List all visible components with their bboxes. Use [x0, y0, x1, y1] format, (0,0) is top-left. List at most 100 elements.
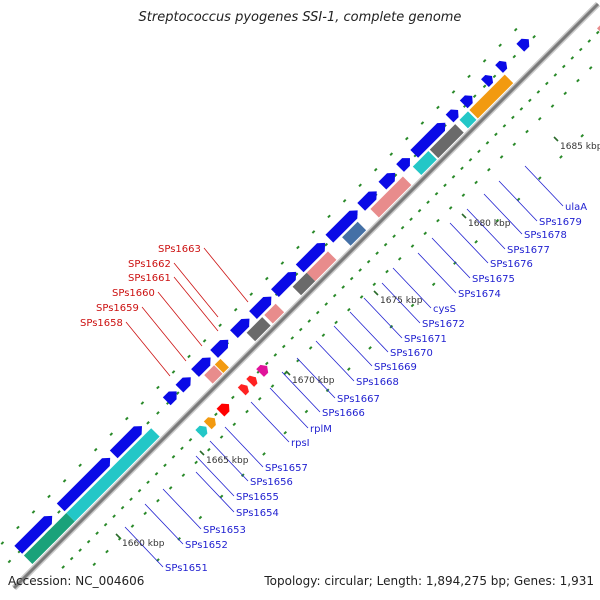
track-dot: [519, 107, 524, 111]
track-dot: [467, 74, 471, 79]
gene-label-sps1674: SPs1674: [458, 289, 501, 300]
cds-reverse: [237, 384, 249, 396]
track-dot: [423, 231, 428, 236]
track-dot: [69, 556, 74, 561]
track-dot: [576, 78, 580, 83]
track-dot: [389, 152, 394, 156]
track-dot: [163, 463, 167, 468]
cds-forward: [516, 38, 530, 52]
track-dot: [578, 47, 583, 52]
cds-forward: [295, 242, 326, 273]
track-dot: [171, 370, 176, 374]
cds-feature: [292, 272, 316, 296]
track-dot: [443, 183, 447, 188]
track-dot: [528, 98, 532, 103]
gene-labels: SPs1651 SPs1652 SPs1653 SPs1654 SPs1655 SPs16…: [80, 202, 587, 574]
cds-feature-shape: [306, 251, 337, 282]
backbone-line-core: [12, 2, 600, 590]
gene-label-sps1668: SPs1668: [356, 377, 399, 388]
track-dot: [281, 344, 286, 349]
scale-label: 1685 kbp: [560, 142, 600, 152]
gene-label-sps1679: SPs1679: [539, 217, 582, 228]
scale-label: 1680 kbp: [468, 219, 511, 229]
track-dot: [502, 124, 507, 128]
track-dot: [373, 167, 378, 172]
leader-line: [449, 222, 489, 264]
track-dot: [156, 498, 160, 503]
leader-line: [296, 357, 336, 399]
track-dot: [218, 323, 222, 328]
leader-line: [417, 252, 457, 294]
track-dot: [436, 218, 440, 223]
cds-forward-shape: [481, 74, 494, 88]
track-dot: [448, 206, 453, 210]
scale-label: 1670 kbp: [292, 376, 335, 386]
cds-forward-shape: [396, 158, 410, 172]
track-dot: [78, 548, 82, 552]
cds-forward: [249, 296, 272, 319]
cds-forward: [14, 515, 53, 554]
leader-line: [281, 371, 321, 413]
track-dot: [545, 81, 549, 86]
cds-feature-shape: [292, 272, 316, 296]
cds-forward: [230, 318, 250, 339]
track-dot: [492, 74, 497, 79]
track-dot: [31, 510, 36, 514]
track-dot: [304, 409, 309, 414]
track-dot: [296, 245, 300, 250]
cds-forward: [210, 339, 229, 358]
track-dot: [451, 90, 456, 94]
scale-tick: [199, 450, 205, 456]
gene-label-cyss: cysS: [433, 304, 456, 315]
track-dot: [587, 39, 592, 43]
track-dot: [405, 136, 409, 141]
track-dot: [341, 285, 346, 289]
track-dot: [168, 486, 173, 490]
leader-line: [392, 267, 432, 309]
cds-feature-shape: [370, 176, 412, 218]
scale-tick: [373, 290, 379, 296]
leader-line: [195, 471, 235, 513]
gene-label-sps1678: SPs1678: [524, 230, 567, 241]
track-dot: [512, 142, 517, 147]
track-dot: [198, 515, 203, 520]
track-dot: [283, 430, 288, 435]
track-dot: [298, 327, 303, 332]
track-dot: [0, 541, 5, 545]
cds-forward: [175, 377, 191, 393]
scale-label: 1665 kbp: [206, 456, 249, 466]
track-dot: [385, 269, 389, 274]
track-dot: [368, 346, 372, 350]
track-dot: [563, 91, 568, 96]
gene-label-sps1667: SPs1667: [337, 394, 380, 405]
cds-forward: [162, 391, 177, 406]
scale-tick: [553, 136, 559, 142]
cds-forward-shape: [230, 318, 250, 339]
track-dot: [482, 59, 487, 63]
track-dot: [308, 346, 313, 350]
track-dot: [485, 141, 490, 145]
leader-line: [195, 455, 235, 497]
cds-feature: [264, 303, 285, 324]
cds-forward-shape: [459, 95, 473, 109]
cds-feature: [342, 221, 367, 246]
track-dot: [93, 447, 98, 452]
track-dot: [62, 479, 67, 483]
track-dot: [181, 473, 186, 477]
scale-marks: 1660 kbp 1665 kbp 1670 kbp 1675 kbp 1680 kbp…: [115, 136, 600, 549]
cds-forward: [481, 74, 494, 88]
track-dot: [219, 435, 224, 439]
track-dot: [321, 333, 326, 337]
track-dot: [311, 230, 316, 234]
scale-tick: [285, 370, 291, 376]
cds-reverse: [195, 425, 208, 438]
gene-label-sps1676: SPs1676: [490, 259, 533, 270]
track-dot: [156, 411, 160, 415]
track-dot: [451, 174, 456, 179]
scale-tick: [461, 213, 467, 219]
track-dot: [358, 268, 362, 272]
track-dot: [78, 463, 82, 468]
track-dot: [307, 319, 312, 323]
track-dot: [262, 452, 266, 456]
cds-feature-shape: [469, 74, 514, 119]
